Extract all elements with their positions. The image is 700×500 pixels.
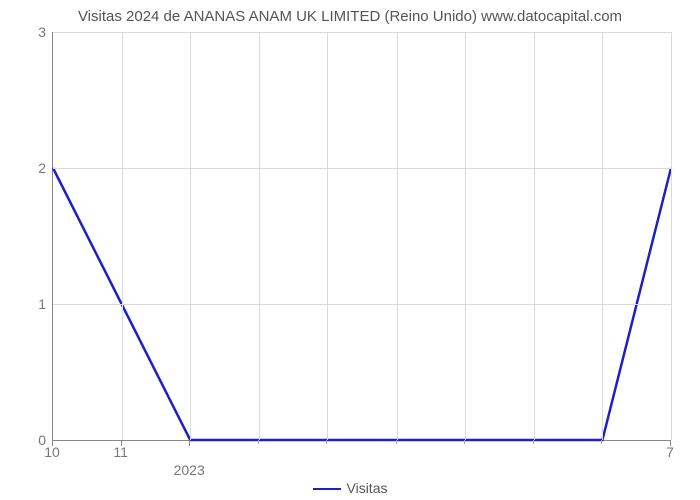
gridline-v xyxy=(122,32,123,440)
xtick-major-label: 2023 xyxy=(174,462,205,478)
plot-area xyxy=(52,32,671,441)
ytick-label: 2 xyxy=(6,160,46,176)
gridline-v xyxy=(327,32,328,440)
chart-title: Visitas 2024 de ANANAS ANAM UK LIMITED (… xyxy=(0,8,700,25)
xtick-label: 7 xyxy=(666,444,674,460)
legend-swatch xyxy=(313,488,341,490)
xtick-minor-mark xyxy=(533,440,534,444)
gridline-h xyxy=(53,32,671,33)
ytick-label: 0 xyxy=(6,432,46,448)
legend: Visitas xyxy=(0,480,700,496)
xtick-label: 11 xyxy=(113,444,128,460)
gridline-v xyxy=(671,32,672,440)
gridline-v xyxy=(259,32,260,440)
gridline-v xyxy=(534,32,535,440)
legend-label: Visitas xyxy=(347,480,388,496)
gridline-h xyxy=(53,168,671,169)
gridline-v xyxy=(465,32,466,440)
xtick-minor-mark xyxy=(601,440,602,444)
gridline-h xyxy=(53,304,671,305)
gridline-v xyxy=(397,32,398,440)
xtick-minor-mark xyxy=(464,440,465,444)
xtick-minor-mark xyxy=(396,440,397,444)
xtick-mark xyxy=(189,440,190,446)
line-series xyxy=(53,32,671,440)
gridline-v xyxy=(602,32,603,440)
xtick-mark xyxy=(670,440,671,446)
chart-container: Visitas 2024 de ANANAS ANAM UK LIMITED (… xyxy=(0,0,700,500)
xtick-label: 10 xyxy=(44,444,60,460)
gridline-v xyxy=(190,32,191,440)
xtick-mark xyxy=(121,440,122,446)
ytick-label: 3 xyxy=(6,24,46,40)
xtick-minor-mark xyxy=(326,440,327,444)
xtick-minor-mark xyxy=(258,440,259,444)
xtick-mark xyxy=(52,440,53,446)
ytick-label: 1 xyxy=(6,296,46,312)
